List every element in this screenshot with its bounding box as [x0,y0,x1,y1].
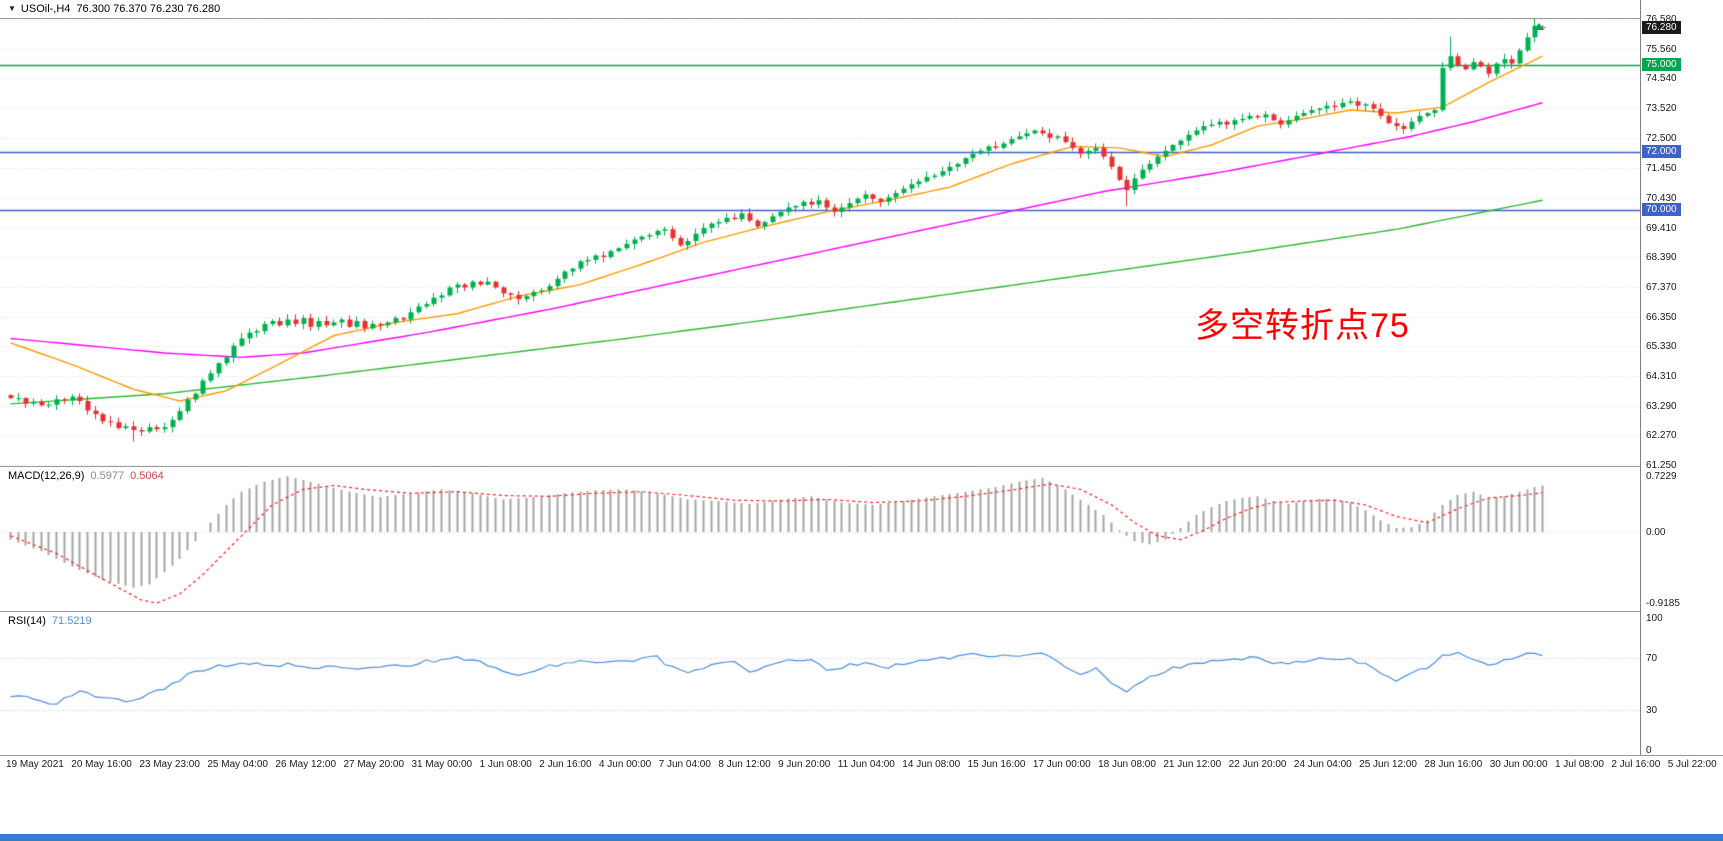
price-tick-label: 70.430 [1646,192,1677,204]
price-tick-label: 71.450 [1646,163,1677,175]
price-tick-label: 76.580 [1646,14,1677,25]
panel-separator-2[interactable] [0,611,1723,612]
time-tick-label: 7 Jun 04:00 [658,759,711,770]
price-tick-label: 67.370 [1646,281,1677,293]
macd-chart-canvas[interactable] [0,468,1640,611]
panel-separator-1[interactable] [0,466,1723,467]
time-tick-label: 19 May 2021 [6,759,64,770]
level-70-badge: 70.000 [1642,203,1681,217]
price-tick-label: 63.290 [1646,400,1677,412]
macd-axis-label: 0.00 [1646,526,1666,538]
time-tick-label: 23 May 23:00 [139,759,200,770]
price-tick-label: 73.520 [1646,103,1677,115]
time-tick-label: 14 Jun 08:00 [902,759,961,770]
time-tick-label: 25 Jun 12:00 [1359,759,1417,770]
time-tick-label: 18 Jun 08:00 [1098,759,1156,770]
time-tick-label: 1 Jun 08:00 [479,759,532,770]
ohlc-values-label: 76.300 76.370 76.230 76.280 [76,3,221,15]
latest-high-arrow-icon [1534,23,1544,30]
time-tick-label: 4 Jun 00:00 [598,759,652,770]
rsi-name-label: RSI(14) [8,615,46,627]
rsi-axis-label: 30 [1646,705,1658,717]
candlestick-chart-canvas[interactable] [0,19,1640,466]
price-tick-label: 64.310 [1646,370,1677,382]
price-tick-label: 61.250 [1646,460,1677,471]
rsi-chart-canvas[interactable] [0,613,1640,755]
time-tick-label: 30 Jun 00:00 [1489,759,1548,770]
chart-text-annotation: 多空转折点75 [1195,307,1410,345]
level-75-badge: 75.000 [1642,57,1681,71]
time-tick-label: 25 May 04:00 [207,759,268,770]
time-tick-label: 27 May 20:00 [343,759,405,770]
rsi-axis-label: 70 [1646,652,1658,664]
time-tick-label: 17 Jun 00:00 [1032,759,1091,770]
time-tick-label: 21 Jun 12:00 [1163,759,1222,770]
time-tick-label: 8 Jun 12:00 [718,759,771,770]
macd-name-label: MACD(12,26,9) [8,470,85,482]
time-tick-label: 15 Jun 16:00 [967,759,1026,770]
time-tick-label: 24 Jun 04:00 [1293,759,1352,770]
rsi-label: RSI(14) 71.5219 [8,615,92,627]
price-tick-label: 66.350 [1646,311,1677,323]
macd-axis-label: -0.9185 [1646,598,1680,609]
symbol-timeframe-label: USOil-,H4 [20,3,71,15]
time-axis-border [0,755,1723,756]
current-price-badge: 76.280 [1642,20,1681,34]
time-tick-label: 22 Jun 20:00 [1228,759,1287,770]
price-tick-label: 62.270 [1646,430,1677,442]
time-axis[interactable]: 19 May 2021 20 May 16:00 23 May 23:00 25 Ma… [0,756,1723,774]
price-tick-label: 69.410 [1646,222,1677,234]
panel-top-border [0,18,1723,19]
time-tick-label: 9 Jun 20:00 [778,759,831,770]
time-tick-label: 20 May 16:00 [71,759,132,770]
price-tick-label: 68.390 [1646,252,1677,264]
macd-main-value: 0.5977 [90,470,125,482]
macd-label: MACD(12,26,9) 0.5977 0.5064 [8,470,164,482]
macd-panel [0,468,1640,611]
time-tick-label: 2 Jun 16:00 [539,759,592,770]
time-tick-label: 11 Jun 04:00 [837,759,895,770]
collapse-triangle-icon[interactable]: ▼ [8,4,16,13]
time-tick-label: 1 Jul 08:00 [1554,759,1604,770]
price-tick-label: 75.560 [1646,43,1677,55]
window-bottom-edge [0,834,1723,841]
level-72-badge: 72.000 [1642,145,1681,159]
main-chart-panel [0,19,1640,466]
time-tick-label: 2 Jul 16:00 [1611,759,1661,770]
price-tick-label: 72.500 [1646,132,1677,144]
time-tick-label: 31 May 00:00 [411,759,473,770]
time-tick-label: 5 Jul 22:00 [1667,759,1717,770]
time-tick-label: 26 May 12:00 [275,759,337,770]
price-axis[interactable]: 76.580 75.560 74.540 73.520 72.500 71.450 70.4… [1640,0,1723,756]
macd-signal-value: 0.5064 [130,470,164,482]
rsi-axis-label: 0 [1646,745,1652,756]
price-tick-label: 65.330 [1646,341,1677,353]
rsi-panel [0,613,1640,755]
macd-axis-label: 0.7229 [1646,471,1677,482]
price-tick-label: 74.540 [1646,73,1677,85]
time-tick-label: 28 Jun 16:00 [1424,759,1483,770]
chart-title: ▼ USOil-,H4 76.300 76.370 76.230 76.280 [8,3,220,15]
rsi-axis-label: 100 [1646,613,1663,624]
rsi-value: 71.5219 [51,615,92,627]
